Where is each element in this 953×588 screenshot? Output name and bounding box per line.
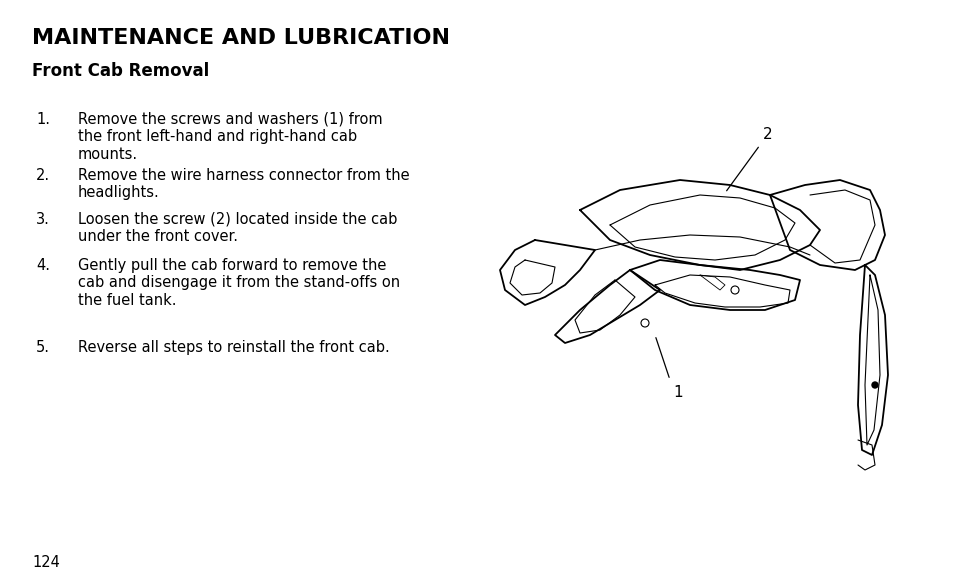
Text: 124: 124	[32, 555, 60, 570]
Text: Reverse all steps to reinstall the front cab.: Reverse all steps to reinstall the front…	[78, 340, 390, 355]
Text: 3.: 3.	[36, 212, 50, 227]
Text: 2.: 2.	[36, 168, 50, 183]
Text: 2: 2	[762, 127, 772, 142]
Text: Remove the wire harness connector from the
headlights.: Remove the wire harness connector from t…	[78, 168, 409, 201]
Text: 4.: 4.	[36, 258, 50, 273]
Text: Loosen the screw (2) located inside the cab
under the front cover.: Loosen the screw (2) located inside the …	[78, 212, 397, 245]
Circle shape	[871, 382, 877, 388]
Text: 5.: 5.	[36, 340, 50, 355]
Text: Remove the screws and washers (1) from
the front left-hand and right-hand cab
mo: Remove the screws and washers (1) from t…	[78, 112, 382, 162]
Text: MAINTENANCE AND LUBRICATION: MAINTENANCE AND LUBRICATION	[32, 28, 450, 48]
Text: 1: 1	[672, 385, 682, 400]
Text: Front Cab Removal: Front Cab Removal	[32, 62, 209, 80]
Text: Gently pull the cab forward to remove the
cab and disengage it from the stand-of: Gently pull the cab forward to remove th…	[78, 258, 399, 308]
Text: 1.: 1.	[36, 112, 50, 127]
